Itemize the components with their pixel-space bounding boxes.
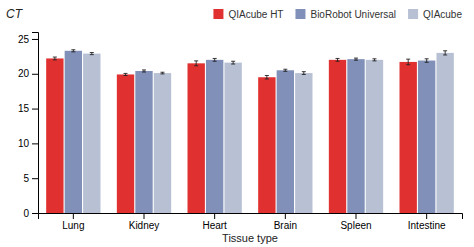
x-tick-label: Kidney	[129, 220, 160, 231]
chart: 0 5 10 15 20 25 Lung Kidney Heart Brain Spleen Inte…	[0, 0, 474, 247]
x-axis: Lung Kidney Heart Brain Spleen Intestine	[39, 213, 463, 231]
y-tick-mark	[32, 178, 38, 179]
x-tick: Heart	[202, 213, 227, 231]
x-tick-mark	[144, 213, 145, 219]
y-axis-title: CT	[6, 7, 24, 21]
bar	[188, 63, 205, 213]
y-tick-label: 25	[18, 34, 30, 45]
bar	[436, 53, 453, 213]
error-bars	[90, 51, 447, 75]
x-tick-label: Brain	[274, 220, 297, 231]
x-tick-mark	[73, 213, 74, 219]
bar	[400, 62, 417, 213]
y-tick: 5	[23, 173, 38, 184]
bar	[347, 59, 364, 213]
y-tick: 0	[23, 208, 38, 219]
y-axis-line	[32, 33, 39, 214]
bar	[206, 60, 223, 213]
bar-series	[46, 58, 417, 213]
legend-item: QIAcube	[408, 9, 462, 20]
error-bars	[71, 50, 428, 72]
x-axis-line	[39, 214, 463, 220]
error-bar	[372, 59, 376, 61]
error-bar	[90, 53, 94, 55]
x-tick-label: Heart	[202, 220, 227, 231]
x-tick: Brain	[274, 213, 297, 231]
y-tick-mark	[32, 39, 38, 40]
legend-swatch	[213, 9, 223, 19]
error-bar	[53, 57, 57, 60]
x-tick: Lung	[62, 213, 84, 231]
legend-label: BioRobot Universal	[310, 9, 396, 20]
x-tick-label: Intestine	[408, 220, 446, 231]
bar	[224, 63, 241, 213]
x-tick: Kidney	[129, 213, 160, 231]
error-bar	[425, 59, 429, 62]
bar	[46, 58, 63, 213]
x-axis-title: Tissue type	[222, 232, 278, 244]
legend-label: QIAcube HT	[228, 9, 283, 20]
error-bar	[406, 59, 410, 65]
bar	[295, 73, 312, 213]
y-tick: 20	[18, 68, 38, 79]
x-tick-mark	[426, 213, 427, 219]
legend-label: QIAcube	[423, 9, 462, 20]
error-bar	[194, 61, 198, 66]
error-bar	[443, 51, 447, 55]
y-axis: 0 5 10 15 20 25	[18, 33, 39, 219]
error-bar	[160, 72, 164, 74]
bar	[117, 74, 134, 213]
bar	[418, 61, 435, 213]
bar	[135, 71, 152, 213]
bar-series	[83, 53, 454, 213]
y-tick-mark	[32, 143, 38, 144]
y-tick-mark	[32, 213, 38, 214]
bar	[258, 77, 275, 213]
legend-item: BioRobot Universal	[295, 9, 396, 20]
error-bar	[142, 70, 146, 72]
bar	[329, 60, 346, 213]
bar	[154, 73, 171, 213]
bar-series	[65, 51, 436, 213]
x-tick-mark	[285, 213, 286, 219]
error-bar	[124, 73, 128, 75]
error-bar	[336, 58, 340, 61]
bar	[83, 54, 100, 213]
legend-swatch	[408, 9, 418, 19]
bar	[277, 70, 294, 213]
y-tick-label: 0	[23, 208, 29, 219]
error-bar	[231, 61, 235, 64]
bar	[65, 51, 82, 213]
legend-item: QIAcube HT	[213, 9, 283, 20]
y-tick-label: 20	[18, 68, 30, 79]
error-bar	[354, 58, 358, 60]
bar	[366, 60, 383, 213]
legend: QIAcube HT BioRobot Universal QIAcube	[213, 9, 462, 20]
y-tick-label: 10	[18, 138, 30, 149]
error-bar	[302, 72, 306, 75]
error-bar	[213, 58, 217, 61]
y-tick-mark	[32, 74, 38, 75]
x-tick-mark	[214, 213, 215, 219]
y-tick: 25	[18, 34, 38, 45]
y-tick-label: 5	[23, 173, 29, 184]
error-bar	[265, 76, 269, 79]
y-tick: 15	[18, 103, 38, 114]
legend-swatch	[295, 9, 305, 19]
x-tick: Spleen	[340, 213, 371, 231]
error-bars	[53, 57, 410, 79]
y-tick-label: 15	[18, 103, 30, 114]
error-bar	[71, 50, 75, 52]
x-tick-label: Spleen	[340, 220, 371, 231]
error-bar	[283, 69, 287, 71]
plot-area	[46, 50, 454, 213]
y-tick-mark	[32, 109, 38, 110]
x-tick-label: Lung	[62, 220, 84, 231]
x-tick-mark	[356, 213, 357, 219]
y-tick: 10	[18, 138, 38, 149]
x-tick: Intestine	[408, 213, 446, 231]
